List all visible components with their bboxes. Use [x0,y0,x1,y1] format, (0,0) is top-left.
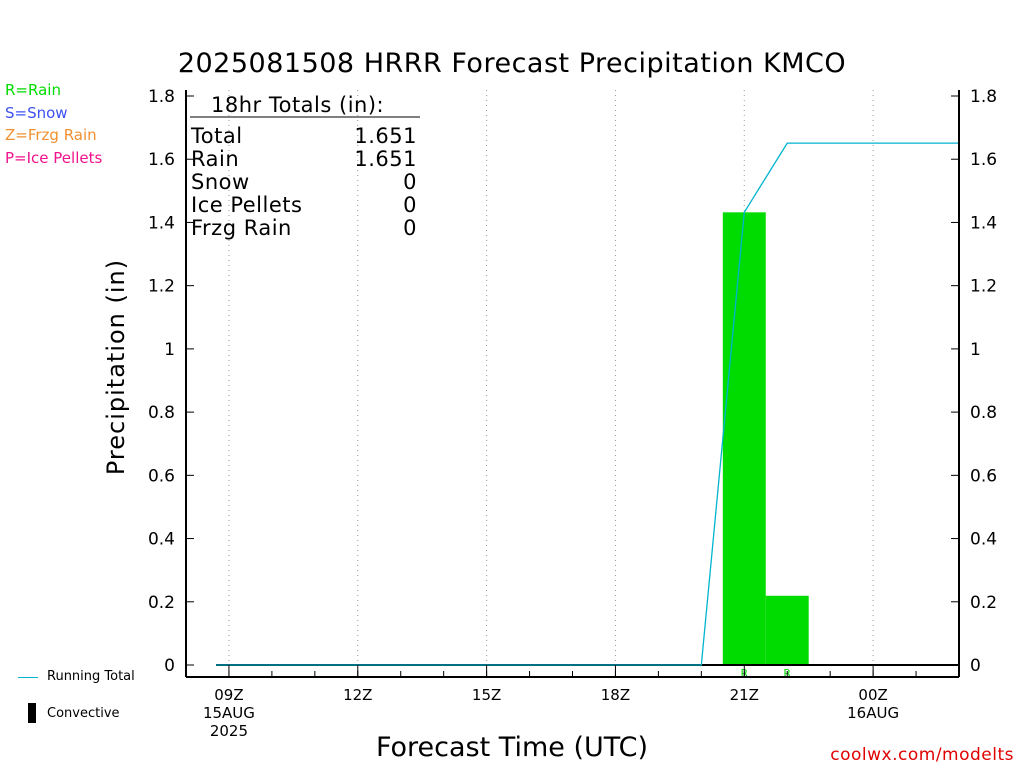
totals-row-value: 0 [403,170,417,194]
running-total-line [216,142,959,666]
x-axis-label: Forecast Time (UTC) [375,732,649,763]
chart-title: 2025081508 HRRR Forecast Precipitation K… [177,48,847,79]
convective-legend-swatch [28,703,36,723]
convective-legend-label: Convective [47,706,120,721]
running-total-legend-swatch [18,677,38,678]
y-tick-label-right: 0.4 [970,530,997,550]
x-tick-label: 00Z [858,686,887,704]
y-tick-label-right: 0.6 [970,466,997,486]
totals-row-label: Total [190,124,243,148]
x-tick-label: 16AUG [847,704,899,722]
precip-bar [722,212,766,665]
y-tick-label-left: 0.6 [148,466,175,486]
legend-rain: R=Rain [5,81,61,99]
legend-frzg-rain: Z=Frzg Rain [5,126,97,144]
x-tick-label: 18Z [601,686,630,704]
y-tick-label-right: 0.8 [970,403,997,423]
y-tick-label-right: 1.6 [970,150,997,170]
credit-link[interactable]: coolwx.com/modelts [830,745,1014,765]
x-tick-label: 15Z [472,686,501,704]
x-tick-label: 12Z [343,686,372,704]
y-tick-label-right: 1.4 [970,213,997,233]
running-total-legend-label: Running Total [47,669,135,684]
totals-row-value: 0 [403,216,417,240]
legend-ice-pellets: P=Ice Pellets [5,149,103,167]
totals-row-label: Frzg Rain [191,216,292,240]
x-tick-label: 09Z [214,686,243,704]
y-tick-label-right: 1.2 [970,277,997,297]
totals-row-value: 1.651 [354,124,417,148]
y-tick-label-left: 1.2 [148,277,175,297]
x-tick-label: 15AUG [203,704,255,722]
totals-row-value: 0 [403,193,417,217]
precip-bar [765,595,809,665]
y-tick-label-left: 0.2 [148,593,175,613]
y-tick-label-right: 1 [970,340,981,360]
y-tick-label-left: 1 [164,340,175,360]
totals-row-label: Ice Pellets [191,193,302,217]
totals-row-label: Snow [191,170,250,194]
y-tick-label-left: 1.8 [148,87,175,107]
y-tick-label-left: 1.4 [148,213,175,233]
totals-row-value: 1.651 [354,147,417,171]
legend-snow: S=Snow [5,104,68,122]
y-tick-label-right: 0.2 [970,593,997,613]
y-tick-label-left: 0.8 [148,403,175,423]
y-tick-label-left: 0 [164,656,175,676]
totals-row-label: Rain [191,147,239,171]
y-tick-label-left: 0.4 [148,530,175,550]
x-tick-label: 2025 [210,722,248,740]
totals-header: 18hr Totals (in): [211,93,384,117]
y-tick-label-right: 0 [970,656,981,676]
x-tick-label: 21Z [730,686,759,704]
y-tick-label-left: 1.6 [148,150,175,170]
y-tick-label-right: 1.8 [970,87,997,107]
